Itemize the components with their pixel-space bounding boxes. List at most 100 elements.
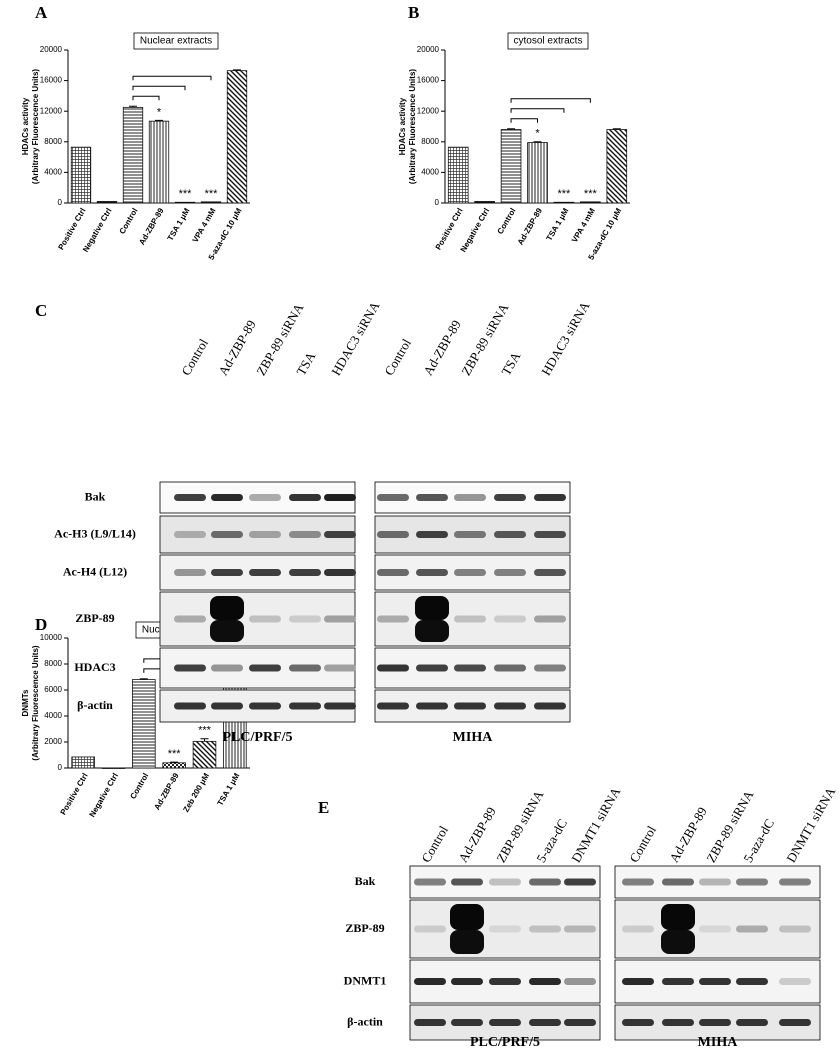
band	[534, 664, 566, 672]
band	[249, 664, 281, 672]
band	[622, 878, 654, 886]
band	[622, 1019, 654, 1026]
x-tick-label: TSA 1 μM	[545, 206, 571, 242]
bar	[70, 146, 92, 204]
y-tick-label: 20000	[417, 45, 440, 54]
band	[454, 664, 486, 672]
band	[529, 1019, 561, 1026]
band	[249, 531, 281, 538]
band	[324, 664, 356, 672]
bar	[192, 740, 217, 769]
band	[289, 702, 321, 710]
comparison-bracket	[510, 108, 565, 113]
comparison-bracket	[132, 95, 160, 101]
band	[662, 878, 694, 886]
band	[699, 1019, 731, 1026]
lane-label: Ad-ZBP-89	[455, 804, 499, 865]
panel-label: B	[408, 3, 419, 22]
lane-label: Control	[381, 336, 414, 378]
band	[534, 569, 566, 576]
bar	[474, 201, 495, 204]
band	[699, 925, 731, 933]
comparison-bracket	[132, 75, 212, 81]
band	[377, 569, 409, 576]
y-tick-label: 6000	[44, 685, 62, 694]
band	[289, 664, 321, 672]
band	[622, 978, 654, 985]
band	[324, 494, 356, 501]
band	[779, 1019, 811, 1026]
chart-title: Nuclear extracts	[140, 36, 212, 47]
significance: ***	[179, 188, 193, 200]
y-axis-label: (Arbitrary Fluorescence Units)	[408, 69, 417, 184]
y-tick-label: 12000	[417, 106, 440, 115]
band	[494, 531, 526, 538]
lane-label: HDAC3 siRNA	[538, 298, 593, 378]
band	[534, 615, 566, 623]
y-tick-label: 16000	[40, 76, 63, 85]
band	[450, 930, 484, 954]
x-tick-label: Positive Ctrl	[59, 772, 90, 817]
lane-label: Control	[418, 823, 451, 865]
band	[415, 596, 449, 620]
significance: *	[535, 128, 540, 140]
row-label: Ac-H3 (L9/L14)	[54, 526, 136, 540]
band	[416, 531, 448, 538]
y-axis-label: (Arbitrary Fluorescence Units)	[31, 69, 40, 184]
band	[454, 569, 486, 576]
lane-label: TSA	[498, 349, 524, 378]
row-label: Ac-H4 (L12)	[63, 564, 127, 578]
band	[494, 664, 526, 672]
bar	[162, 762, 186, 769]
bar	[148, 120, 170, 204]
x-tick-label: Negative Ctrl	[88, 772, 120, 819]
bar	[200, 201, 222, 204]
band	[289, 531, 321, 538]
x-tick-label: TSA 1 μM	[166, 206, 192, 242]
y-tick-label: 16000	[417, 76, 440, 85]
band	[324, 702, 356, 710]
y-tick-label: 8000	[44, 659, 62, 668]
band	[494, 569, 526, 576]
band	[249, 494, 281, 501]
band	[489, 925, 521, 933]
x-tick-label: Zeb 200 μM	[181, 771, 211, 814]
x-tick-label: Positive Ctrl	[434, 207, 465, 252]
band	[662, 978, 694, 985]
y-tick-label: 2000	[44, 737, 62, 746]
y-axis-label: DNMTs	[21, 689, 30, 717]
row-label: ZBP-89	[345, 921, 384, 935]
lane-label: Ad-ZBP-89	[420, 317, 464, 378]
y-tick-label: 8000	[421, 137, 439, 146]
band	[414, 878, 446, 886]
band	[377, 615, 409, 623]
band	[489, 1019, 521, 1026]
band	[414, 978, 446, 985]
significance: ***	[558, 188, 572, 200]
band	[454, 615, 486, 623]
band	[174, 494, 206, 501]
lane-label: TSA	[293, 349, 319, 378]
band	[451, 878, 483, 886]
band	[211, 494, 243, 501]
bar	[527, 142, 548, 204]
band	[564, 878, 596, 886]
y-tick-label: 4000	[421, 168, 439, 177]
lane-label: Ad-ZBP-89	[215, 317, 259, 378]
panel-label: D	[35, 615, 47, 634]
band	[534, 494, 566, 501]
band	[414, 1019, 446, 1026]
band	[174, 569, 206, 576]
band	[494, 494, 526, 501]
band	[249, 569, 281, 576]
y-tick-label: 4000	[44, 168, 62, 177]
band	[377, 664, 409, 672]
group-label: MIHA	[453, 730, 494, 745]
band	[779, 878, 811, 886]
x-tick-label: Control	[496, 207, 518, 236]
significance: ***	[198, 725, 212, 737]
band	[661, 930, 695, 954]
x-tick-label: Ad-ZBP-89	[152, 771, 181, 811]
band	[736, 1019, 768, 1026]
